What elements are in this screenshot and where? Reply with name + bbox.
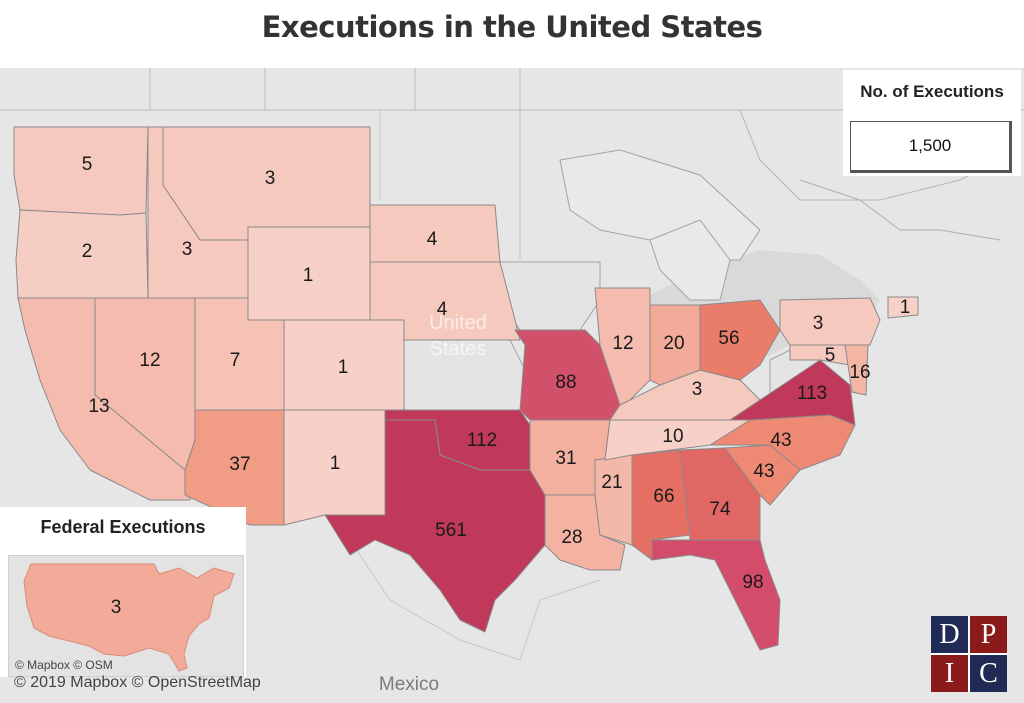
value-nevada: 12 bbox=[139, 350, 160, 371]
value-texas: 561 bbox=[435, 520, 467, 541]
value-maryland: 5 bbox=[825, 345, 836, 366]
logo-letter-c: C bbox=[970, 655, 1007, 692]
logo-letter-p: P bbox=[970, 616, 1007, 653]
federal-executions-panel: Federal Executions 3 © Mapbox © OSM bbox=[0, 507, 246, 677]
value-south-dakota: 4 bbox=[427, 229, 438, 250]
value-mississippi: 21 bbox=[601, 472, 622, 493]
state-florida[interactable] bbox=[651, 539, 781, 651]
value-montana: 3 bbox=[265, 168, 276, 189]
value-arkansas: 31 bbox=[555, 448, 576, 469]
mexico-label: Mexico bbox=[379, 674, 439, 695]
value-california: 13 bbox=[88, 396, 109, 417]
state-ohio[interactable] bbox=[699, 299, 781, 381]
value-georgia: 74 bbox=[709, 499, 731, 520]
country-label-line2: States bbox=[430, 338, 487, 360]
value-missouri: 88 bbox=[555, 372, 576, 393]
state-pennsylvania[interactable] bbox=[779, 297, 881, 346]
state-maryland[interactable] bbox=[789, 344, 851, 366]
value-illinois: 12 bbox=[612, 333, 633, 354]
value-colorado: 1 bbox=[338, 357, 349, 378]
value-connecticut: 1 bbox=[900, 297, 911, 318]
state-indiana[interactable] bbox=[649, 304, 701, 386]
value-wyoming: 1 bbox=[303, 265, 314, 286]
value-oregon: 2 bbox=[82, 241, 93, 262]
value-pennsylvania: 3 bbox=[813, 313, 824, 334]
value-virginia: 113 bbox=[797, 383, 827, 404]
dpic-logo: D P I C bbox=[931, 616, 1007, 692]
state-connecticut[interactable] bbox=[887, 296, 919, 319]
state-value-labels: 5 2 13 3 3 12 7 37 1 1 1 4 4 112 561 88 … bbox=[82, 154, 911, 593]
value-kentucky: 3 bbox=[692, 379, 703, 400]
value-north-carolina: 43 bbox=[770, 430, 791, 451]
states-layer[interactable] bbox=[13, 126, 919, 651]
state-texas[interactable] bbox=[324, 419, 546, 633]
value-louisiana: 28 bbox=[561, 527, 582, 548]
value-ohio: 56 bbox=[718, 328, 739, 349]
value-oklahoma: 112 bbox=[467, 430, 497, 451]
value-utah: 7 bbox=[230, 350, 241, 371]
state-virginia[interactable] bbox=[729, 359, 856, 426]
map-attribution[interactable]: © 2019 Mapbox © OpenStreetMap bbox=[14, 674, 261, 691]
legend-panel: No. of Executions 1,500 bbox=[843, 70, 1021, 176]
choropleth-map[interactable]: United States Mexico 5 2 13 3 3 12 7 37 … bbox=[0, 68, 1024, 703]
country-label-line1: United bbox=[429, 312, 487, 334]
map-title: Executions in the United States bbox=[261, 10, 763, 44]
value-idaho: 3 bbox=[182, 239, 193, 260]
value-nebraska: 4 bbox=[437, 299, 448, 320]
value-washington: 5 bbox=[82, 154, 93, 175]
state-illinois[interactable] bbox=[594, 287, 651, 406]
value-florida: 98 bbox=[742, 572, 763, 593]
state-georgia[interactable] bbox=[679, 447, 761, 541]
state-nebraska[interactable] bbox=[369, 261, 521, 341]
federal-count: 3 bbox=[111, 597, 122, 618]
value-delaware: 16 bbox=[849, 362, 870, 383]
logo-letter-d: D bbox=[931, 616, 968, 653]
federal-title: Federal Executions bbox=[40, 517, 206, 537]
federal-attribution: © Mapbox © OSM bbox=[15, 658, 113, 672]
state-mississippi[interactable] bbox=[594, 454, 633, 546]
value-alabama: 66 bbox=[653, 486, 674, 507]
value-tennessee: 10 bbox=[662, 426, 683, 447]
state-delaware[interactable] bbox=[844, 344, 869, 396]
legend-title: No. of Executions bbox=[860, 82, 1004, 101]
value-south-carolina: 43 bbox=[753, 461, 774, 482]
federal-us-silhouette: 3 bbox=[23, 563, 235, 672]
value-new-mexico: 1 bbox=[330, 453, 341, 474]
logo-letter-i: I bbox=[931, 655, 968, 692]
value-arizona: 37 bbox=[229, 454, 250, 475]
federal-map[interactable]: 3 © Mapbox © OSM bbox=[8, 555, 244, 677]
legend-value-box[interactable]: 1,500 bbox=[850, 121, 1012, 173]
value-indiana: 20 bbox=[663, 333, 684, 354]
